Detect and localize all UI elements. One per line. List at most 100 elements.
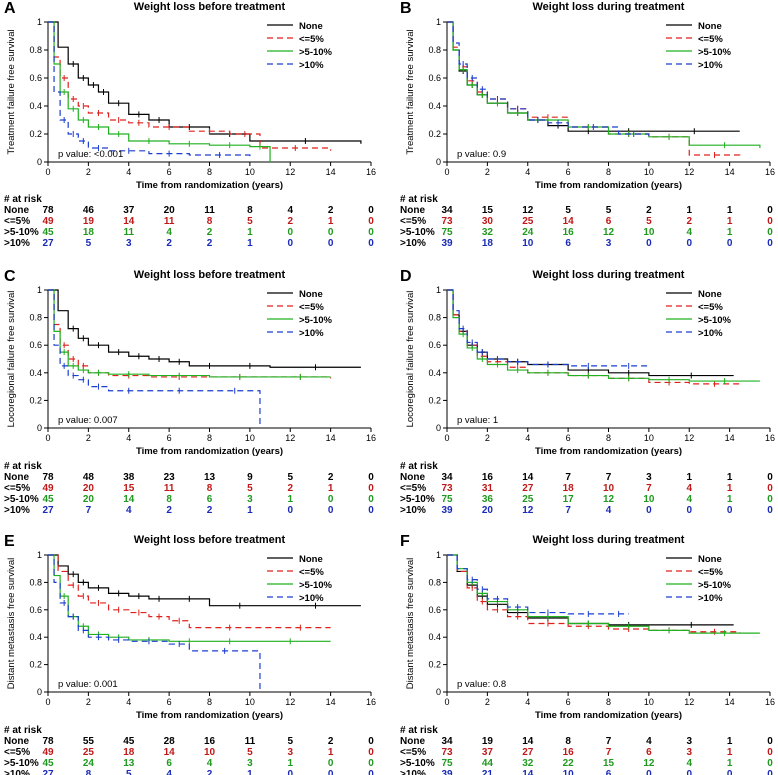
risk-count: 4	[166, 769, 172, 775]
risk-table-header: # at risk	[4, 725, 42, 736]
risk-count: 55	[83, 736, 95, 747]
risk-count: 27	[42, 769, 54, 775]
risk-row-label: None	[400, 472, 425, 483]
chart-title: Weight loss before treatment	[134, 534, 286, 546]
y-tick-label: 1	[37, 17, 42, 27]
x-tick-label: 4	[126, 697, 131, 707]
p-value: p value: 0.007	[58, 415, 118, 426]
panel-letter: F	[400, 533, 410, 550]
risk-count: 1	[686, 205, 692, 216]
risk-count: 14	[522, 769, 534, 775]
risk-count: 6	[166, 758, 172, 769]
risk-count: 0	[328, 505, 334, 516]
risk-count: 0	[727, 505, 733, 516]
x-tick-label: 4	[126, 433, 131, 443]
y-tick-label: 0.2	[29, 129, 42, 139]
p-value: p value: 0.001	[58, 679, 118, 690]
panel-d: D Weight loss during treatment 0 0.2 0.4 0.6 0…	[400, 268, 775, 516]
risk-row-label: >5-10%	[400, 494, 435, 505]
risk-count: 14	[563, 216, 575, 227]
legend-label: <=5%	[299, 302, 324, 313]
risk-count: 0	[686, 238, 692, 249]
risk-count: 34	[441, 736, 453, 747]
y-tick-label: 0.6	[428, 340, 441, 350]
risk-count: 5	[86, 238, 92, 249]
risk-count: 1	[328, 483, 334, 494]
risk-count: 78	[42, 736, 54, 747]
y-axis-label: Distant metastasis free survival	[6, 558, 17, 689]
x-tick-label: 14	[326, 167, 336, 177]
risk-count: 14	[123, 494, 135, 505]
risk-count: 19	[482, 736, 494, 747]
risk-count: 1	[727, 494, 733, 505]
p-value: p value: <0.001	[58, 149, 123, 160]
risk-count: 48	[83, 472, 95, 483]
panel-f: F Weight loss during treatment 0 0.2 0.4 0.6 0…	[400, 533, 775, 775]
risk-count: 0	[368, 505, 374, 516]
risk-count: 44	[482, 758, 494, 769]
risk-count: 0	[328, 494, 334, 505]
risk-count: 3	[287, 747, 293, 758]
y-tick-label: 0.4	[428, 368, 441, 378]
x-tick-label: 2	[86, 433, 91, 443]
x-tick-label: 4	[525, 697, 530, 707]
risk-count: 0	[287, 505, 293, 516]
risk-count: 0	[287, 227, 293, 238]
risk-count: 39	[441, 505, 453, 516]
legend-label: >10%	[299, 593, 324, 604]
x-tick-label: 12	[285, 167, 295, 177]
risk-count: 30	[482, 216, 494, 227]
risk-count: 20	[83, 494, 95, 505]
risk-count: 7	[86, 505, 92, 516]
x-tick-label: 12	[684, 167, 694, 177]
x-tick-label: 12	[285, 697, 295, 707]
risk-count: 12	[643, 758, 655, 769]
x-tick-label: 12	[684, 697, 694, 707]
risk-count: 0	[368, 238, 374, 249]
legend-label: <=5%	[299, 34, 324, 45]
risk-row-label: None	[400, 205, 425, 216]
x-tick-label: 14	[725, 433, 735, 443]
risk-count: 18	[482, 238, 494, 249]
risk-count: 1	[727, 205, 733, 216]
risk-count: 20	[83, 483, 95, 494]
chart-title: Weight loss before treatment	[134, 1, 286, 13]
risk-row-label: <=5%	[400, 483, 426, 494]
risk-count: 8	[207, 216, 213, 227]
x-tick-label: 4	[126, 167, 131, 177]
risk-count: 2	[646, 205, 652, 216]
x-tick-label: 4	[525, 433, 530, 443]
x-tick-label: 16	[366, 433, 376, 443]
x-tick-label: 2	[485, 433, 490, 443]
panel-a: A Weight loss before treatment 0 0.2 0.4 0.6 0…	[4, 0, 376, 249]
risk-count: 12	[522, 505, 534, 516]
risk-count: 25	[522, 494, 534, 505]
x-tick-label: 8	[207, 697, 212, 707]
y-axis-label: Treatment failure free survival	[6, 29, 17, 154]
risk-count: 31	[482, 483, 494, 494]
p-value: p value: 0.9	[457, 149, 506, 160]
risk-count: 8	[207, 483, 213, 494]
risk-count: 12	[603, 494, 615, 505]
risk-count: 25	[522, 216, 534, 227]
series-gt5to10pct	[447, 21, 761, 148]
legend-label: None	[698, 289, 722, 300]
risk-count: 10	[643, 227, 655, 238]
risk-count: 18	[563, 483, 575, 494]
risk-count: 13	[123, 758, 135, 769]
series-gt10pct	[48, 289, 261, 428]
x-tick-label: 6	[566, 697, 571, 707]
risk-count: 0	[767, 238, 773, 249]
x-tick-label: 6	[167, 433, 172, 443]
risk-row-label: >10%	[400, 505, 426, 516]
risk-count: 0	[368, 758, 374, 769]
panel-letter: E	[4, 533, 15, 550]
y-tick-label: 0.6	[29, 73, 42, 83]
risk-count: 16	[563, 747, 575, 758]
risk-row-label: >10%	[400, 238, 426, 249]
y-tick-label: 0.6	[29, 605, 42, 615]
series-le5pct	[447, 21, 741, 157]
risk-count: 17	[563, 494, 575, 505]
risk-count: 4	[686, 758, 692, 769]
risk-count: 8	[565, 736, 571, 747]
